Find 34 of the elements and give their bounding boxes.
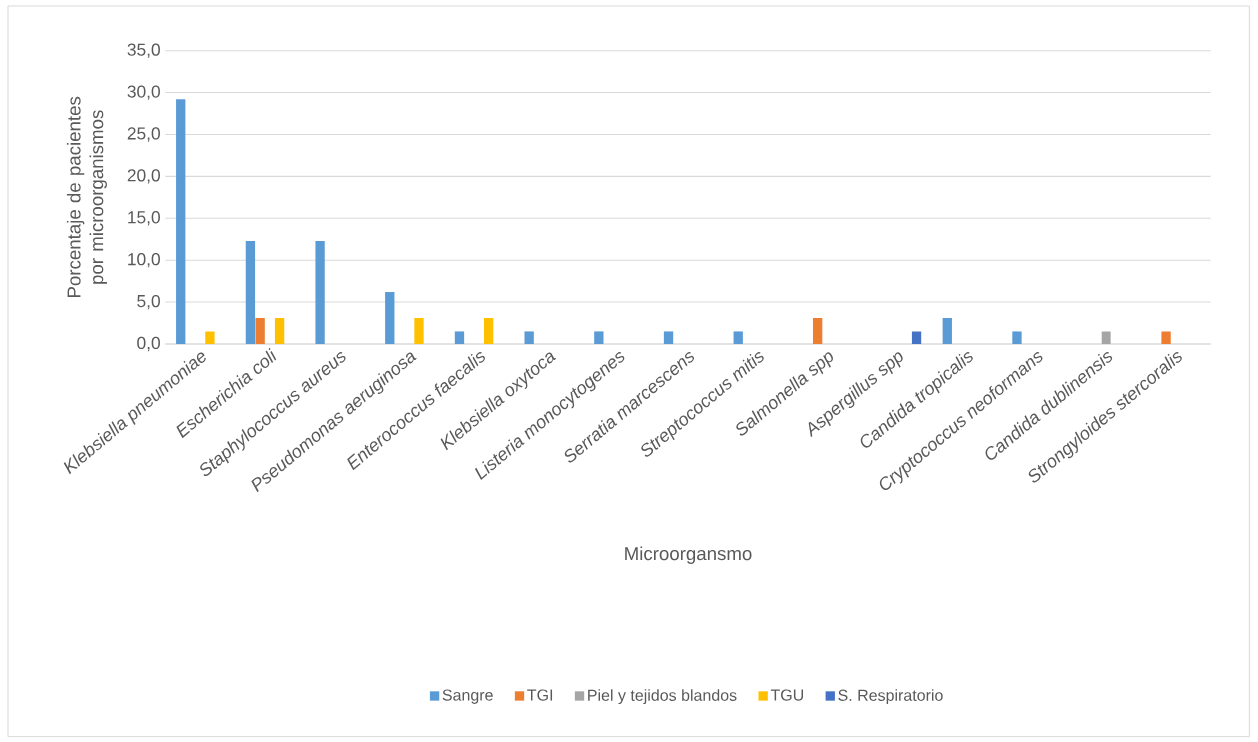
y-tick-label: 20,0 — [127, 169, 160, 184]
bar — [1012, 331, 1022, 344]
bar — [911, 331, 922, 344]
y-tick-label: 25,0 — [127, 127, 160, 142]
bar — [733, 331, 743, 344]
y-tick-label: 10,0 — [128, 253, 160, 268]
y-tick-label: 15,0 — [128, 211, 160, 226]
bar — [274, 318, 285, 344]
bar — [255, 318, 265, 344]
bar — [245, 240, 256, 344]
bar — [942, 318, 952, 344]
bar — [205, 331, 215, 344]
y-tick-label: 0,0 — [137, 336, 160, 352]
legend-label: TGU — [770, 689, 804, 701]
bar — [414, 318, 424, 344]
bar — [454, 331, 465, 344]
y-tick-label: 30,0 — [127, 85, 160, 100]
bar — [315, 240, 325, 344]
bar — [594, 331, 604, 344]
bar — [524, 331, 534, 344]
legend-label: Sangre — [442, 689, 493, 704]
bar — [484, 318, 494, 344]
bar — [812, 318, 823, 344]
legend-label: S. Respiratorio — [838, 689, 943, 705]
bar — [1161, 331, 1171, 344]
y-tick-label: 5,0 — [137, 294, 160, 310]
bar — [176, 99, 186, 344]
y-axis-title: Porcentaje de pacientes por microorganismos — [66, 96, 107, 297]
bar — [663, 331, 674, 344]
legend-label: Piel y tejidos blandos — [588, 689, 737, 705]
legend-label: TGI — [527, 689, 553, 701]
y-tick-label: 35,0 — [127, 43, 160, 58]
x-axis-title: Microorgansmo — [625, 546, 752, 564]
bar — [385, 292, 395, 344]
